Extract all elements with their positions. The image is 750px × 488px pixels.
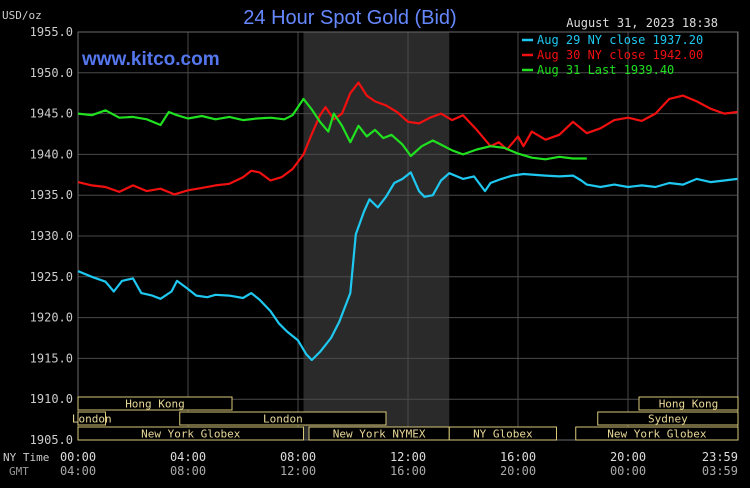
session-label: London (263, 413, 303, 426)
session-label: Sydney (648, 413, 688, 426)
x-tick-label-gmt: 00:00 (610, 464, 646, 478)
y-tick-label: 1955.0 (30, 25, 73, 39)
x-tick-label-gmt: 12:00 (280, 464, 316, 478)
x-tick-label-ny: 08:00 (280, 450, 316, 464)
series-line-2 (77, 97, 587, 161)
y-tick-label: 1905.0 (30, 433, 73, 447)
watermark: www.kitco.com (81, 49, 220, 70)
session-box (448, 426, 557, 441)
session-box (575, 426, 739, 441)
x-tick-label-gmt: 20:00 (500, 464, 536, 478)
x-tick-label-ny: 23:59 (702, 450, 738, 464)
y-tick-label: 1945.0 (30, 107, 73, 121)
y-tick-label: 1930.0 (30, 229, 73, 243)
y-tick-label: 1935.0 (30, 188, 73, 202)
x-tick-label-ny: 20:00 (610, 450, 646, 464)
session-label: New York Globex (141, 428, 241, 441)
session-label: London (72, 413, 112, 426)
y-tick-label: 1950.0 (30, 66, 73, 80)
session-label: Hong Kong (659, 398, 719, 411)
session-label: Hong Kong (125, 398, 185, 411)
x-tick-label-gmt: 16:00 (390, 464, 426, 478)
series-line-0 (77, 171, 738, 362)
x-tick-label-ny: 00:00 (60, 450, 96, 464)
chart-title: 24 Hour Spot Gold (Bid) (243, 7, 456, 29)
y-tick-label: 1920.0 (30, 311, 73, 325)
session-box (77, 411, 106, 426)
session-box (179, 411, 387, 426)
x-tick-label-ny: 12:00 (390, 450, 426, 464)
session-box (638, 396, 739, 411)
y-axis-label: USD/oz (2, 9, 42, 22)
session-label: New York NYMEX (333, 428, 426, 441)
session-box (77, 426, 304, 441)
y-tick-label: 1915.0 (30, 351, 73, 365)
x-tick-label-ny: 16:00 (500, 450, 536, 464)
ny-time-row-label: NY Time (3, 451, 49, 464)
date-time-label: August 31, 2023 18:38 (566, 16, 718, 30)
x-tick-label-gmt: 08:00 (170, 464, 206, 478)
gmt-row-label: GMT (9, 465, 29, 478)
x-tick-label-ny: 04:00 (170, 450, 206, 464)
y-tick-label: 1940.0 (30, 147, 73, 161)
session-label: NY Globex (473, 428, 533, 441)
y-tick-label: 1910.0 (30, 392, 73, 406)
session-box (77, 396, 233, 411)
y-tick-label: 1925.0 (30, 270, 73, 284)
legend-entry: Aug 31 Last 1939.40 (537, 63, 674, 77)
x-tick-label-gmt: 04:00 (60, 464, 96, 478)
session-box (597, 411, 739, 426)
session-label: New York Globex (607, 428, 707, 441)
legend-entry: Aug 30 NY close 1942.00 (537, 48, 703, 62)
series-line-1 (77, 81, 738, 196)
legend-entry: Aug 29 NY close 1937.20 (537, 33, 703, 47)
x-tick-label-gmt: 03:59 (702, 464, 738, 478)
